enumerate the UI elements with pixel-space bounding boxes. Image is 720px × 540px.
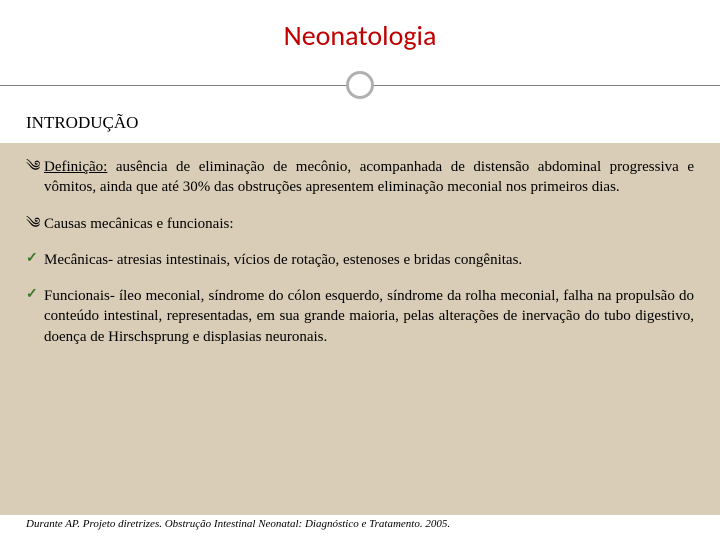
slide-title: Neonatologia	[0, 0, 720, 53]
list-item: ✓ Mecânicas- atresias intestinais, vício…	[26, 250, 694, 270]
slide: Neonatologia INTRODUÇÃO ༄ Definição: aus…	[0, 0, 720, 540]
section-subtitle: INTRODUÇÃO	[0, 101, 720, 143]
item-rest: ausência de eliminação de mecônio, acomp…	[44, 159, 694, 195]
divider-circle-icon	[346, 71, 374, 99]
item-lead: Definição:	[44, 159, 107, 175]
item-text: Causas mecânicas e funcionais:	[44, 214, 694, 234]
check-bullet-icon: ✓	[26, 250, 44, 270]
divider	[0, 71, 720, 101]
swirl-bullet-icon: ༄	[26, 157, 44, 198]
swirl-bullet-icon: ༄	[26, 214, 44, 234]
content-band: ༄ Definição: ausência de eliminação de m…	[0, 143, 720, 515]
list-item: ༄ Causas mecânicas e funcionais:	[26, 214, 694, 234]
list-item: ✓ Funcionais- íleo meconial, síndrome do…	[26, 286, 694, 347]
list-item: ༄ Definição: ausência de eliminação de m…	[26, 157, 694, 198]
check-bullet-icon: ✓	[26, 286, 44, 347]
item-text: Mecânicas- atresias intestinais, vícios …	[44, 250, 694, 270]
item-text: Definição: ausência de eliminação de mec…	[44, 157, 694, 198]
footer-citation: Durante AP. Projeto diretrizes. Obstruçã…	[26, 518, 694, 530]
item-text: Funcionais- íleo meconial, síndrome do c…	[44, 286, 694, 347]
